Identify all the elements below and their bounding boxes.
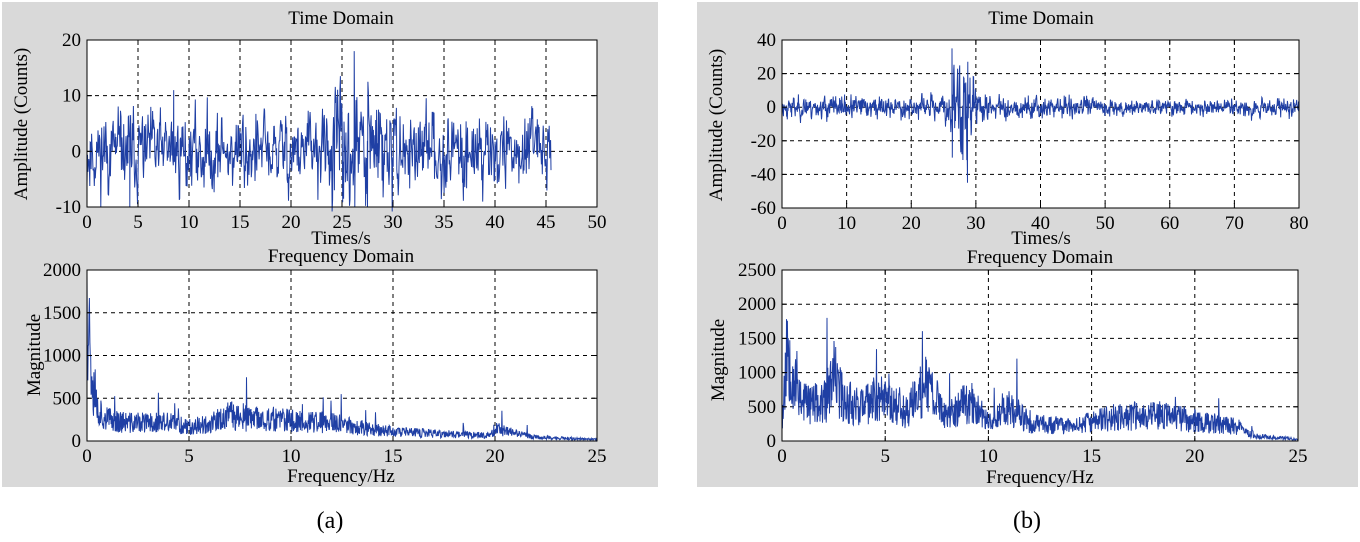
x-tick-label: 5 <box>880 446 890 467</box>
x-tick-label: 20 <box>282 212 301 233</box>
x-tick-label: 60 <box>1160 213 1179 234</box>
panel-a-time-ylabel: Amplitude (Counts) <box>11 48 32 201</box>
x-tick-label: 30 <box>384 212 403 233</box>
y-tick-label: 20 <box>757 64 776 85</box>
y-tick-label: 1000 <box>738 363 776 384</box>
x-tick-label: 70 <box>1225 213 1244 234</box>
x-tick-label: 50 <box>588 212 607 233</box>
panel-b-time-ylabel: Amplitude (Counts) <box>706 49 727 202</box>
signal-trace <box>86 274 598 443</box>
panel-b-freq-xlabel: Frequency/Hz <box>986 467 1094 488</box>
y-tick-label: 2000 <box>43 260 81 281</box>
x-tick-label: 10 <box>979 446 998 467</box>
panel-b-caption: (b) <box>1013 508 1041 534</box>
panel-b-freq-title: Frequency Domain <box>967 247 1114 268</box>
x-tick-label: 50 <box>1096 213 1115 234</box>
x-tick-label: 0 <box>82 446 92 467</box>
x-tick-label: 20 <box>1185 446 1204 467</box>
x-tick-label: 15 <box>1082 446 1101 467</box>
panel-b-time-domain-plot: 0 10 20 30 40 50 60 70 80 -60 -40 -20 0 20 40 <box>751 30 1309 234</box>
x-tick-label: 10 <box>180 212 199 233</box>
panel-a-caption: (a) <box>317 508 344 534</box>
x-tick-label: 25 <box>588 446 607 467</box>
x-tick-label: 0 <box>777 213 787 234</box>
panel-a-frequency-domain-plot: 0 5 10 15 20 25 0 500 1000 1500 2000 <box>43 260 607 467</box>
x-tick-label: 0 <box>777 446 787 467</box>
panel-a-freq-title: Frequency Domain <box>268 246 415 267</box>
x-tick-label: 10 <box>282 446 301 467</box>
y-tick-label: 0 <box>72 431 82 452</box>
y-tick-label: -20 <box>751 131 776 152</box>
y-tick-label: 2500 <box>738 260 776 281</box>
panel-a-freq-xlabel: Frequency/Hz <box>287 466 395 487</box>
y-tick-label: 40 <box>757 30 776 51</box>
x-tick-label: 20 <box>486 446 505 467</box>
y-tick-label: 1500 <box>43 303 81 324</box>
x-tick-label: 0 <box>82 212 92 233</box>
x-tick-label: 35 <box>435 212 454 233</box>
x-tick-label: 15 <box>384 446 403 467</box>
y-tick-label: 10 <box>62 86 81 107</box>
y-tick-label: -60 <box>751 198 776 219</box>
x-tick-label: 40 <box>486 212 505 233</box>
panel-b-frequency-domain-plot: 0 5 10 15 20 25 0 500 1000 1500 2000 2500 <box>738 260 1308 467</box>
x-tick-label: 20 <box>902 213 921 234</box>
x-tick-label: 45 <box>537 212 556 233</box>
panel-b-time-title: Time Domain <box>988 8 1094 29</box>
plot-frame <box>781 269 1299 442</box>
x-tick-label: 10 <box>837 213 856 234</box>
x-tick-label: 25 <box>333 212 352 233</box>
x-tick-label: 15 <box>231 212 250 233</box>
y-tick-label: 0 <box>767 97 777 118</box>
y-tick-label: -10 <box>56 197 81 218</box>
panel-a-time-title: Time Domain <box>288 8 394 29</box>
panel-a-time-xlabel: Times/s <box>311 228 371 249</box>
x-tick-label: 30 <box>966 213 985 234</box>
y-tick-label: 0 <box>72 141 82 162</box>
signal-trace <box>781 317 1299 442</box>
signal-trace <box>86 51 552 212</box>
signal-trace <box>781 48 1300 183</box>
x-tick-label: 80 <box>1290 213 1309 234</box>
panel-b-time-xlabel: Times/s <box>1011 228 1071 249</box>
x-tick-label: 5 <box>133 212 143 233</box>
y-tick-label: 2000 <box>738 294 776 315</box>
panel-a-freq-ylabel: Magnitude <box>24 314 45 396</box>
x-tick-label: 25 <box>1289 446 1308 467</box>
y-tick-label: 1500 <box>738 328 776 349</box>
x-tick-label: 5 <box>184 446 194 467</box>
y-tick-label: 500 <box>748 397 777 418</box>
y-tick-label: -40 <box>751 164 776 185</box>
x-tick-label: 40 <box>1031 213 1050 234</box>
y-tick-label: 500 <box>53 388 82 409</box>
panel-b-freq-ylabel: Magnitude <box>708 319 729 401</box>
y-tick-label: 1000 <box>43 346 81 367</box>
y-tick-label: 0 <box>767 431 777 452</box>
y-tick-label: 20 <box>62 30 81 51</box>
